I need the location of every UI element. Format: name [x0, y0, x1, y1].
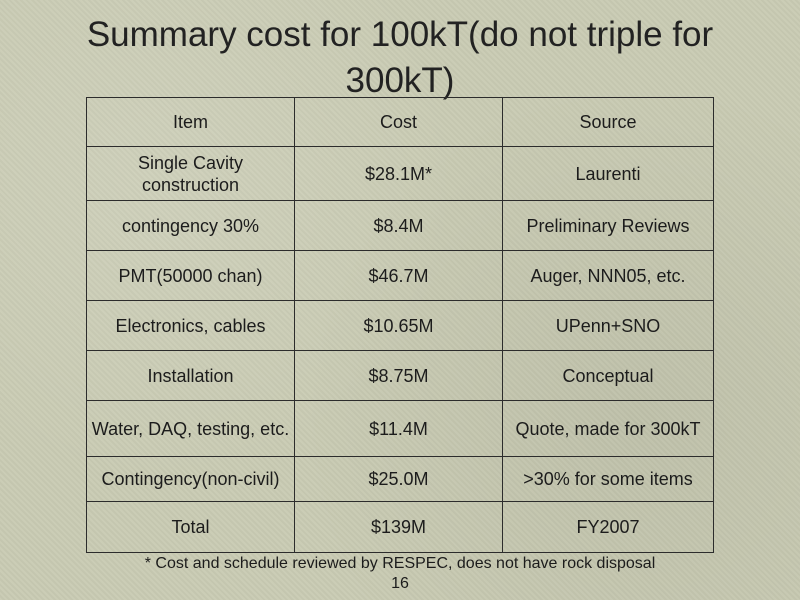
column-header-source: Source — [502, 97, 714, 147]
column-header-cost: Cost — [294, 97, 503, 147]
cost-cell: $46.7M — [294, 250, 503, 301]
cost-cell: $11.4M — [294, 400, 503, 457]
source-cell: Preliminary Reviews — [502, 200, 714, 251]
cost-cell: $139M — [294, 501, 503, 553]
footnote: * Cost and schedule reviewed by RESPEC, … — [100, 554, 700, 594]
item-cell: Water, DAQ, testing, etc. — [86, 400, 295, 457]
source-cell: UPenn+SNO — [502, 300, 714, 351]
item-cell: Total — [86, 501, 295, 553]
table-row: Contingency(non-civil) $25.0M >30% for s… — [86, 456, 714, 502]
item-cell: Installation — [86, 350, 295, 401]
cost-cell: $28.1M* — [294, 146, 503, 201]
table-row-total: Total $139M FY2007 — [86, 501, 714, 553]
cost-cell: $25.0M — [294, 456, 503, 502]
table-row: contingency 30% $8.4M Preliminary Review… — [86, 200, 714, 251]
table-header-row: Item Cost Source — [86, 97, 714, 147]
source-cell: Quote, made for 300kT — [502, 400, 714, 457]
table-row: Water, DAQ, testing, etc. $11.4M Quote, … — [86, 400, 714, 457]
item-cell: Contingency(non-civil) — [86, 456, 295, 502]
cost-cell: $8.75M — [294, 350, 503, 401]
item-cell: PMT(50000 chan) — [86, 250, 295, 301]
page-number: 16 — [391, 575, 409, 592]
table-row: Electronics, cables $10.65M UPenn+SNO — [86, 300, 714, 351]
item-cell: Electronics, cables — [86, 300, 295, 351]
source-cell: Conceptual — [502, 350, 714, 401]
item-cell: contingency 30% — [86, 200, 295, 251]
source-cell: >30% for some items — [502, 456, 714, 502]
column-header-item: Item — [86, 97, 295, 147]
table-row: Installation $8.75M Conceptual — [86, 350, 714, 401]
cost-cell: $8.4M — [294, 200, 503, 251]
source-cell: Laurenti — [502, 146, 714, 201]
cost-cell: $10.65M — [294, 300, 503, 351]
cost-summary-table: Item Cost Source Single Cavity construct… — [86, 97, 714, 553]
source-cell: FY2007 — [502, 501, 714, 553]
slide-title: Summary cost for 100kT(do not triple for… — [86, 15, 714, 100]
footnote-text: * Cost and schedule reviewed by RESPEC, … — [144, 555, 656, 572]
source-cell: Auger, NNN05, etc. — [502, 250, 714, 301]
item-cell: Single Cavity construction — [86, 146, 295, 201]
table-row: Single Cavity construction $28.1M* Laure… — [86, 146, 714, 201]
table-row: PMT(50000 chan) $46.7M Auger, NNN05, etc… — [86, 250, 714, 301]
